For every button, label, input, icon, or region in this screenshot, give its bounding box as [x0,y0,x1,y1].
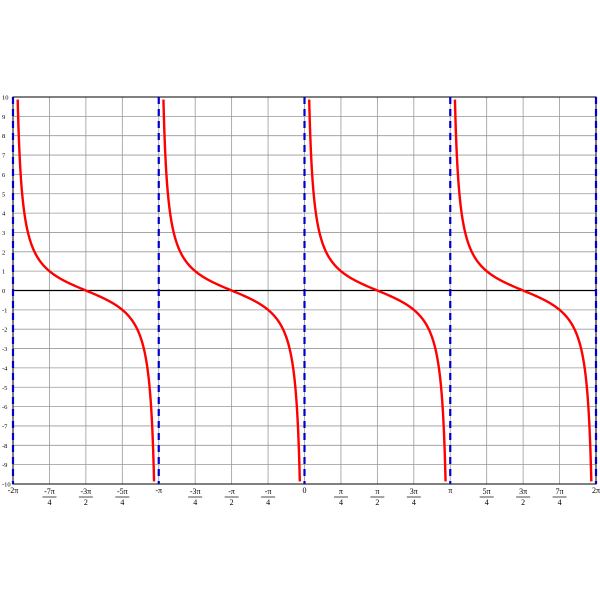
x-tick-fraction: -7π4 [42,487,57,507]
x-tick-denominator: 4 [47,498,51,507]
x-tick-label: -2π [8,486,19,495]
x-tick-label: 2π [592,486,600,495]
y-tick-label: 1 [2,269,5,276]
x-tick-fraction: π2 [370,487,385,507]
x-tick-numerator: -π [228,487,235,496]
y-tick-label: 10 [2,95,9,102]
x-tick-fraction: 5π4 [479,487,494,507]
y-tick-label: -10 [2,482,11,489]
curve-branch [16,99,156,482]
cotangent-curve [16,99,593,482]
y-tick-label: -2 [2,327,7,334]
y-tick-label: -3 [2,346,7,353]
y-tick-label: 2 [2,249,5,256]
x-tick-denominator: 2 [230,498,234,507]
x-tick-fraction: 7π4 [552,487,567,507]
y-tick-label: -6 [2,404,8,411]
y-tick-label: 4 [2,211,6,218]
x-tick-fraction: 3π2 [516,487,531,507]
x-tick-numerator: 3π [410,487,418,496]
y-tick-label: -8 [2,443,7,450]
x-tick-denominator: 4 [558,498,562,507]
x-tick-fraction: -3π4 [188,487,203,507]
x-tick-denominator: 4 [120,498,124,507]
x-tick-denominator: 2 [84,498,88,507]
x-tick-fraction: -5π4 [115,487,130,507]
x-tick-denominator: 2 [521,498,525,507]
y-tick-label: 8 [2,133,5,140]
x-tick-numerator: 7π [556,487,564,496]
x-tick-label: -π [155,486,162,495]
x-tick-denominator: 4 [339,498,343,507]
y-tick-label: 7 [2,153,6,160]
y-tick-label: -4 [2,365,8,372]
x-tick-fraction: -π 4 [261,487,276,507]
curve-branch [453,99,593,482]
x-tick-numerator: -3π [81,487,92,496]
x-tick-numerator: -5π [117,487,128,496]
x-tick-fraction: -3π2 [78,487,93,507]
x-tick-label: 0 [303,486,307,495]
y-tick-label: 0 [2,288,5,295]
x-tick-fraction: π4 [333,487,348,507]
asymptotes [11,97,598,484]
x-tick-label: π [448,486,452,495]
x-tick-fraction: 3π4 [406,487,421,507]
y-tick-label: -7 [2,423,8,430]
x-tick-numerator: -3π [190,487,201,496]
x-tick-fraction: -π 2 [224,487,239,507]
y-tick-label: -5 [2,385,7,392]
x-tick-denominator: 4 [412,498,416,507]
y-tick-label: 5 [2,191,5,198]
y-tick-label: 9 [2,114,5,121]
x-tick-numerator: 5π [483,487,491,496]
y-tick-label: 6 [2,172,6,179]
x-tick-denominator: 4 [485,498,489,507]
x-tick-denominator: 4 [193,498,197,507]
y-tick-label: -1 [2,307,7,314]
x-tick-numerator: -7π [44,487,55,496]
x-tick-denominator: 2 [375,498,379,507]
x-tick-numerator: π [375,487,379,496]
x-tick-numerator: -π [265,487,272,496]
curve-branch [162,99,302,482]
y-tick-label: 3 [2,230,5,237]
x-tick-denominator: 4 [266,498,270,507]
y-tick-label: -9 [2,462,7,469]
x-tick-numerator: 3π [519,487,527,496]
curve-branch [307,99,447,482]
x-tick-numerator: π [339,487,343,496]
